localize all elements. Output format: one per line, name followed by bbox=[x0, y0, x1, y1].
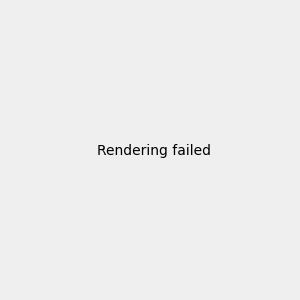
Text: Rendering failed: Rendering failed bbox=[97, 145, 211, 158]
